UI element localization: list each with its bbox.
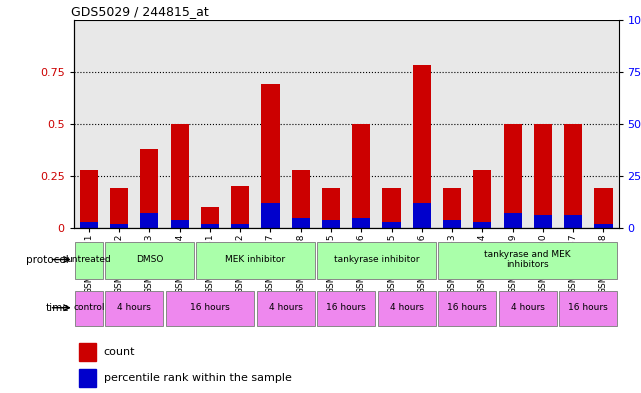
Bar <box>104 20 134 228</box>
Bar <box>255 20 286 228</box>
Text: 4 hours: 4 hours <box>511 303 545 312</box>
Bar <box>79 369 96 387</box>
Bar <box>383 222 401 228</box>
Bar <box>231 186 249 228</box>
Bar <box>292 170 310 228</box>
Bar <box>443 220 461 228</box>
Bar <box>594 224 613 228</box>
Bar <box>497 20 528 228</box>
Bar <box>473 170 492 228</box>
Bar <box>413 66 431 228</box>
Bar <box>504 124 522 228</box>
Bar <box>225 20 255 228</box>
Bar <box>134 20 165 228</box>
Bar <box>383 188 401 228</box>
Bar <box>110 188 128 228</box>
Bar <box>438 242 617 279</box>
Text: 16 hours: 16 hours <box>569 303 608 312</box>
Text: 4 hours: 4 hours <box>269 303 303 312</box>
Text: tankyrase inhibitor: tankyrase inhibitor <box>334 255 419 264</box>
Bar <box>346 20 376 228</box>
Bar <box>292 217 310 228</box>
Bar <box>79 343 96 361</box>
Bar <box>74 20 104 228</box>
Text: tankyrase and MEK
inhibitors: tankyrase and MEK inhibitors <box>485 250 571 269</box>
Bar <box>443 188 461 228</box>
Bar <box>79 222 98 228</box>
Bar <box>201 207 219 228</box>
Bar <box>262 203 279 228</box>
Bar <box>558 20 588 228</box>
Text: protocol: protocol <box>26 255 69 264</box>
Bar <box>317 291 375 326</box>
Bar <box>79 170 98 228</box>
Text: percentile rank within the sample: percentile rank within the sample <box>104 373 292 383</box>
Bar <box>534 124 552 228</box>
Bar <box>413 203 431 228</box>
Bar <box>594 188 613 228</box>
Bar <box>406 20 437 228</box>
Text: untreated: untreated <box>67 255 112 264</box>
Bar <box>473 222 492 228</box>
Text: count: count <box>104 347 135 357</box>
Bar <box>262 84 279 228</box>
Bar <box>499 291 557 326</box>
Text: 4 hours: 4 hours <box>117 303 151 312</box>
Bar <box>504 213 522 228</box>
Text: 16 hours: 16 hours <box>447 303 487 312</box>
Bar <box>196 242 315 279</box>
Bar <box>376 20 406 228</box>
Bar <box>256 291 315 326</box>
Bar <box>231 224 249 228</box>
Bar <box>201 224 219 228</box>
Text: 16 hours: 16 hours <box>190 303 230 312</box>
Bar <box>286 20 316 228</box>
Bar <box>316 20 346 228</box>
Bar <box>140 149 158 228</box>
Bar <box>564 124 582 228</box>
Bar <box>352 217 370 228</box>
Bar <box>467 20 497 228</box>
Bar <box>140 213 158 228</box>
Text: 16 hours: 16 hours <box>326 303 366 312</box>
Text: time: time <box>46 303 69 313</box>
Bar <box>437 20 467 228</box>
Bar <box>317 242 436 279</box>
Bar <box>105 291 163 326</box>
Bar <box>352 124 370 228</box>
Bar <box>564 215 582 228</box>
Text: MEK inhibitor: MEK inhibitor <box>225 255 285 264</box>
Text: DMSO: DMSO <box>136 255 163 264</box>
Bar <box>322 220 340 228</box>
Bar <box>75 242 103 279</box>
Text: 4 hours: 4 hours <box>390 303 424 312</box>
Text: GDS5029 / 244815_at: GDS5029 / 244815_at <box>71 6 209 18</box>
Bar <box>110 224 128 228</box>
Bar <box>171 220 188 228</box>
Bar <box>528 20 558 228</box>
Text: control: control <box>73 303 104 312</box>
Bar <box>171 124 188 228</box>
Bar <box>195 20 225 228</box>
Bar <box>165 20 195 228</box>
Bar <box>588 20 619 228</box>
Bar <box>559 291 617 326</box>
Bar <box>322 188 340 228</box>
Bar <box>166 291 254 326</box>
Bar <box>75 291 103 326</box>
Bar <box>105 242 194 279</box>
Bar <box>378 291 436 326</box>
Bar <box>438 291 496 326</box>
Bar <box>534 215 552 228</box>
